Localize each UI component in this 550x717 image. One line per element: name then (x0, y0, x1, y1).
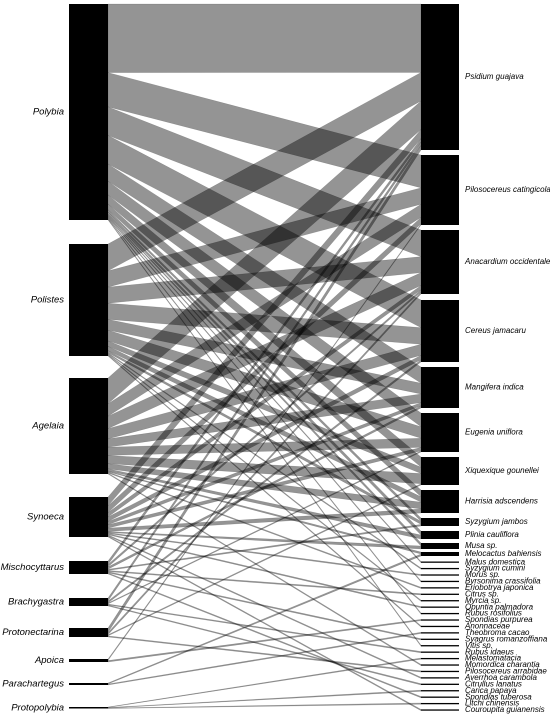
wasp-label: Synoeca (27, 512, 64, 523)
plant-label: Malus domestica (465, 557, 526, 566)
wasp-label: Protopolybia (11, 702, 64, 713)
link (107, 3, 422, 73)
plant-node (421, 651, 459, 653)
link (107, 553, 422, 685)
plant-label: Pilosocereus arrabidae (465, 667, 547, 676)
plant-label: Psidium guajava (465, 72, 524, 81)
wasp-label: Protonectarina (2, 627, 64, 638)
wasp-node (69, 683, 108, 685)
plant-node (421, 632, 459, 634)
plant-label: Momordica charantia (465, 660, 540, 669)
plant-label: Vitis sp. (465, 641, 493, 650)
plant-label: Musa sp. (465, 541, 497, 550)
plant-label: Couroupita guianensis (465, 705, 545, 714)
wasp-label: Mischocyttarus (1, 562, 65, 573)
plant-node (421, 638, 459, 640)
plant-node (421, 709, 459, 711)
plant-label: Harrisia adscendens (465, 497, 538, 506)
plant-node (421, 696, 459, 698)
plant-label: Syagrus romanzoffiana (465, 634, 548, 643)
plant-node (421, 580, 459, 583)
plant-label: Citrullus lanatus (465, 679, 522, 688)
plant-node (421, 155, 459, 225)
plant-label: Melocactus bahiensis (465, 549, 541, 558)
plant-label: Rubus rosifolius (465, 609, 522, 618)
wasp-label: Agelaia (31, 421, 64, 432)
plant-label: Eriobotrya japonica (465, 583, 534, 592)
plant-node (421, 619, 459, 621)
plant-label: Plinia cauliflora (465, 530, 519, 539)
plant-label: Rubus idaeus (465, 647, 514, 656)
plant-node (421, 457, 459, 485)
plant-node (421, 300, 459, 362)
plant-label: Syzygium cumini (465, 564, 525, 573)
wasp-label: Parachartegus (2, 679, 64, 690)
plant-label: Mangifera indica (465, 383, 524, 392)
plant-label: Xiquexique gounellei (464, 466, 539, 475)
wasp-label: Polybia (33, 107, 64, 118)
plant-node (421, 612, 459, 615)
plant-label: Averrhoa carambola (464, 673, 537, 682)
plant-node (421, 606, 459, 608)
plant-node (421, 567, 459, 570)
plant-label: Citrus sp. (465, 589, 499, 598)
plant-label: Myrcia sp. (465, 596, 501, 605)
plant-label: Carica papaya (465, 686, 517, 695)
plant-node (421, 552, 459, 556)
wasp-node (69, 4, 108, 220)
plant-node (421, 4, 459, 150)
plant-label: Morus sp. (465, 570, 500, 579)
plant-node (421, 664, 459, 666)
plant-label: Melastomatacia (465, 654, 522, 663)
plant-node (421, 702, 459, 705)
plant-label: Anonnaceae (464, 622, 510, 631)
plant-label: Opuntia palmadora (465, 602, 534, 611)
plant-label: Anacardium occidentale (464, 257, 550, 266)
plant-label: Pilosocereus catingicola (465, 185, 550, 194)
link (107, 702, 422, 709)
plant-node (421, 413, 459, 452)
plant-node (421, 600, 459, 602)
plant-node (421, 690, 459, 692)
wasp-node (69, 628, 108, 637)
link (107, 689, 422, 709)
plant-node (421, 625, 459, 628)
plant-label: Byrsonima crassifolia (465, 577, 541, 586)
plant-node (421, 230, 459, 294)
plant-node (421, 518, 459, 526)
wasp-label: Brachygastra (8, 597, 64, 608)
wasp-node (69, 497, 108, 537)
plant-node (421, 587, 459, 589)
wasp-node (69, 378, 108, 474)
plant-label: Spondias purpurea (465, 615, 533, 624)
wasp-node (69, 561, 108, 574)
plant-node (421, 670, 459, 673)
wasp-node (69, 598, 108, 606)
plant-node (421, 367, 459, 408)
plant-node (421, 683, 459, 685)
plant-label: Litchi chinensis (465, 699, 519, 708)
wasp-node (69, 707, 108, 709)
plant-node (421, 593, 459, 595)
wasp-label: Apoica (34, 655, 64, 666)
plant-label: Cereus jamacaru (465, 326, 526, 335)
wasp-node (69, 659, 108, 662)
plant-node (421, 561, 459, 563)
plant-node (421, 543, 459, 549)
plant-node (421, 677, 459, 679)
plant-label: Syzygium jambos (465, 517, 528, 526)
plant-node (421, 657, 459, 660)
link (107, 657, 422, 708)
plant-label: Spondias tuberosa (465, 692, 532, 701)
plant-label: Theobroma cacao (465, 628, 530, 637)
wasp-node (69, 244, 108, 356)
plant-node (421, 490, 459, 513)
link (107, 535, 422, 711)
plant-label: Eugenia uniflora (465, 428, 523, 437)
plant-node (421, 645, 459, 647)
plant-node (421, 574, 459, 576)
plant-node (421, 531, 459, 539)
wasp-label: Polistes (31, 295, 65, 306)
